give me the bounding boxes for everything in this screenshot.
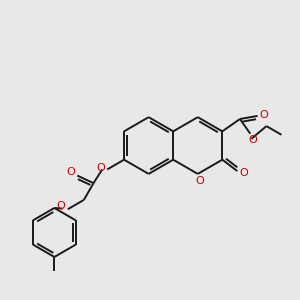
Text: O: O bbox=[195, 176, 204, 186]
Text: O: O bbox=[248, 135, 257, 145]
Text: O: O bbox=[96, 163, 105, 172]
Text: O: O bbox=[239, 168, 248, 178]
Text: O: O bbox=[260, 110, 268, 120]
Text: O: O bbox=[66, 167, 75, 177]
Text: O: O bbox=[57, 201, 66, 211]
